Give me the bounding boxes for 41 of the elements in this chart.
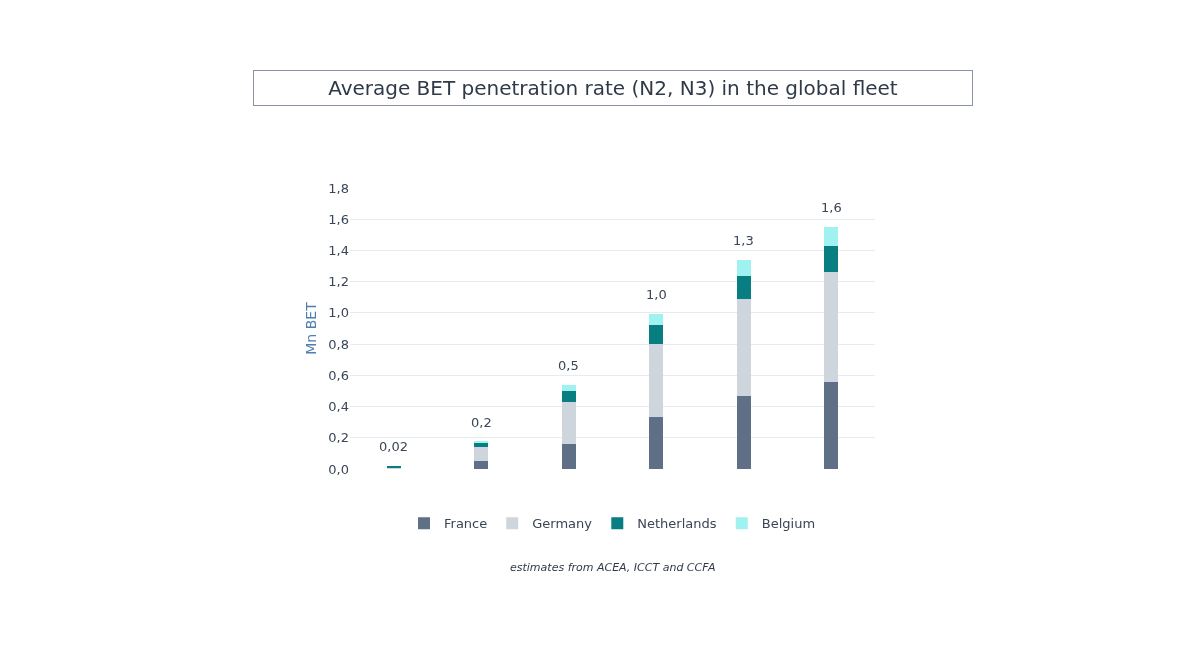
bar [561,384,576,391]
legend-label: Netherlands [637,516,717,532]
bar [736,396,751,469]
bar [736,298,751,397]
total-label: 0,2 [471,415,492,430]
y-tick-label: 1,6 [328,211,349,227]
y-tick-label: 0,6 [328,367,349,383]
bar [824,245,839,272]
y-tick-label: 1,8 [328,180,349,196]
y-tick-label: 0,8 [328,336,349,352]
bar [824,227,839,246]
y-axis-title: Mn BET [302,301,319,355]
legend-label: Germany [532,516,593,532]
total-label: 0,02 [379,439,408,454]
y-tick-label: 1,4 [328,242,349,258]
y-tick-label: 0,4 [328,399,349,415]
bar [649,314,664,326]
bar [736,259,751,277]
y-tick-label: 0,0 [328,461,349,477]
y-tick-label: 1,2 [328,274,349,290]
legend-label: Belgium [761,516,816,532]
y-tick-label: 0,2 [328,430,349,446]
legend-label: France [444,516,488,532]
y-tick-label: 1,0 [328,305,349,321]
total-label: 1,3 [733,233,754,248]
total-label: 0,5 [558,358,579,373]
bar [649,344,664,418]
bar [561,444,576,469]
total-label: 1,6 [821,200,842,215]
bar [649,417,664,469]
bar [561,401,576,445]
chart-title: Average BET penetration rate (N2, N3) in the global fleet [328,76,898,100]
bar [824,271,839,383]
bar [474,447,489,462]
total-label: 1,0 [646,287,667,302]
bar [824,382,839,469]
text: estimates from ACEA, ICCT and CCFA [510,561,716,574]
bar [561,390,576,402]
bar [649,325,664,345]
bar [474,461,489,469]
bar [736,276,751,299]
